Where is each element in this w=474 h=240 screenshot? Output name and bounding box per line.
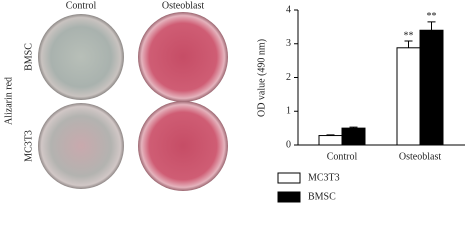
error-bar [349,126,358,129]
y-tick-label: 3 [286,38,291,49]
side-label: Alizarin red [3,77,14,125]
error-bar [326,134,335,136]
x-tick-label: Control [327,151,358,162]
column-label: Control [66,0,97,11]
y-tick-label: 2 [286,72,291,83]
y-tick-label: 0 [286,139,291,150]
error-bar [427,21,436,31]
y-tick-label: 4 [286,4,291,15]
dish [138,101,228,191]
legend-swatch [277,191,301,203]
dish [38,103,124,189]
annotation: ** [404,30,414,41]
bar [318,135,343,146]
column-label: Osteoblast [162,0,204,11]
legend-label: MC3T3 [308,172,340,183]
x-tick-label: Osteoblast [399,151,441,162]
y-tick-label: 1 [286,106,291,117]
figure: Control Osteoblast Alizarin red BMSC MC3… [3,0,465,203]
row-label: BMSC [23,43,34,71]
y-axis-label: OD value (490 nm) [256,39,267,117]
row-label: MC3T3 [23,130,34,162]
bar [396,47,421,146]
bar [419,29,444,146]
dish [38,14,124,100]
legend-label: BMSC [308,191,336,202]
dish [138,12,228,102]
legend-swatch [277,172,301,184]
bar [341,127,366,146]
annotation: ** [427,11,437,22]
error-bar [404,40,413,48]
